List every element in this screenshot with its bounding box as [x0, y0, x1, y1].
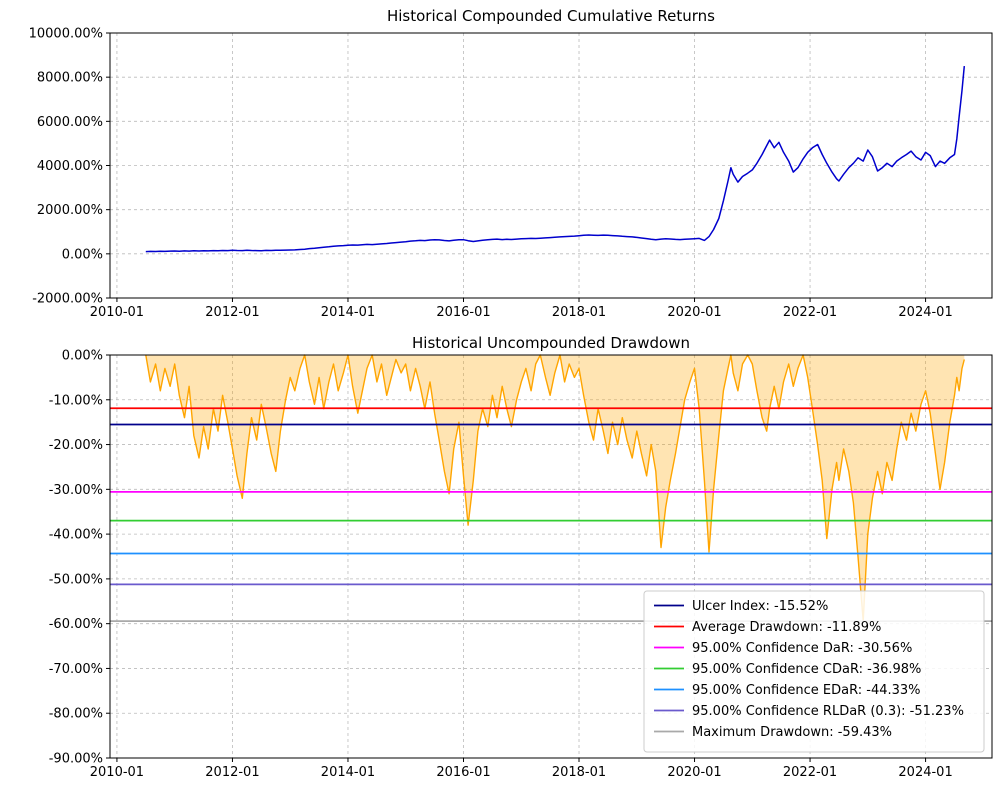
x-tick-label: 2020-01 — [667, 765, 721, 780]
x-tick-label: 2014-01 — [321, 765, 375, 780]
x-tick-label: 2016-01 — [436, 765, 490, 780]
legend-label: Maximum Drawdown: -59.43% — [692, 725, 892, 740]
drawdown-chart: Historical Uncompounded Drawdown 2010-01… — [49, 334, 993, 780]
x-tick-label: 2018-01 — [552, 305, 606, 320]
y-tick-label: -90.00% — [49, 752, 103, 767]
y-tick-label: -80.00% — [49, 707, 103, 722]
y-tick-label: -60.00% — [49, 617, 103, 632]
y-tick-label: 0.00% — [62, 247, 103, 262]
series-line — [145, 66, 966, 253]
x-tick-label: 2014-01 — [321, 305, 375, 320]
y-tick-label: 6000.00% — [37, 115, 103, 130]
x-tick-label: 2022-01 — [783, 765, 837, 780]
y-tick-label: -50.00% — [49, 572, 103, 587]
series-area — [145, 355, 965, 621]
returns-chart: Historical Compounded Cumulative Returns… — [29, 7, 993, 320]
legend-label: Average Drawdown: -11.89% — [692, 620, 881, 635]
y-tick-label: 8000.00% — [37, 71, 103, 86]
legend-label: Ulcer Index: -15.52% — [692, 599, 828, 614]
legend-label: 95.00% Confidence RLDaR (0.3): -51.23% — [692, 704, 964, 719]
y-tick-label: -30.00% — [49, 483, 103, 498]
x-tick-label: 2010-01 — [90, 305, 144, 320]
plot-border — [109, 354, 993, 759]
legend-label: 95.00% Confidence DaR: -30.56% — [692, 641, 912, 656]
y-tick-label: 4000.00% — [37, 159, 103, 174]
x-tick-label: 2018-01 — [552, 765, 606, 780]
x-tick-label: 2016-01 — [436, 305, 490, 320]
x-tick-label: 2022-01 — [783, 305, 837, 320]
y-tick-label: -20.00% — [49, 438, 103, 453]
legend-label: 95.00% Confidence EDaR: -44.33% — [692, 683, 921, 698]
x-tick-label: 2024-01 — [898, 305, 952, 320]
y-tick-label: -10.00% — [49, 393, 103, 408]
x-tick-label: 2012-01 — [205, 305, 259, 320]
legend: Ulcer Index: -15.52% Average Drawdown: -1… — [643, 590, 985, 753]
plot-border — [109, 32, 993, 299]
drawdown-chart-title: Historical Uncompounded Drawdown — [412, 334, 690, 352]
x-tick-label: 2012-01 — [205, 765, 259, 780]
y-tick-label: -2000.00% — [32, 292, 103, 307]
y-tick-label: 10000.00% — [29, 27, 103, 42]
x-tick-label: 2020-01 — [667, 305, 721, 320]
legend-box — [643, 590, 985, 753]
y-tick-label: 2000.00% — [37, 203, 103, 218]
series-line — [145, 354, 965, 622]
x-tick-label: 2024-01 — [898, 765, 952, 780]
legend-label: 95.00% Confidence CDaR: -36.98% — [692, 662, 921, 677]
y-tick-label: -40.00% — [49, 528, 103, 543]
returns-chart-title: Historical Compounded Cumulative Returns — [387, 7, 715, 25]
y-tick-label: -70.00% — [49, 662, 103, 677]
y-tick-label: 0.00% — [62, 349, 103, 364]
x-tick-label: 2010-01 — [90, 765, 144, 780]
